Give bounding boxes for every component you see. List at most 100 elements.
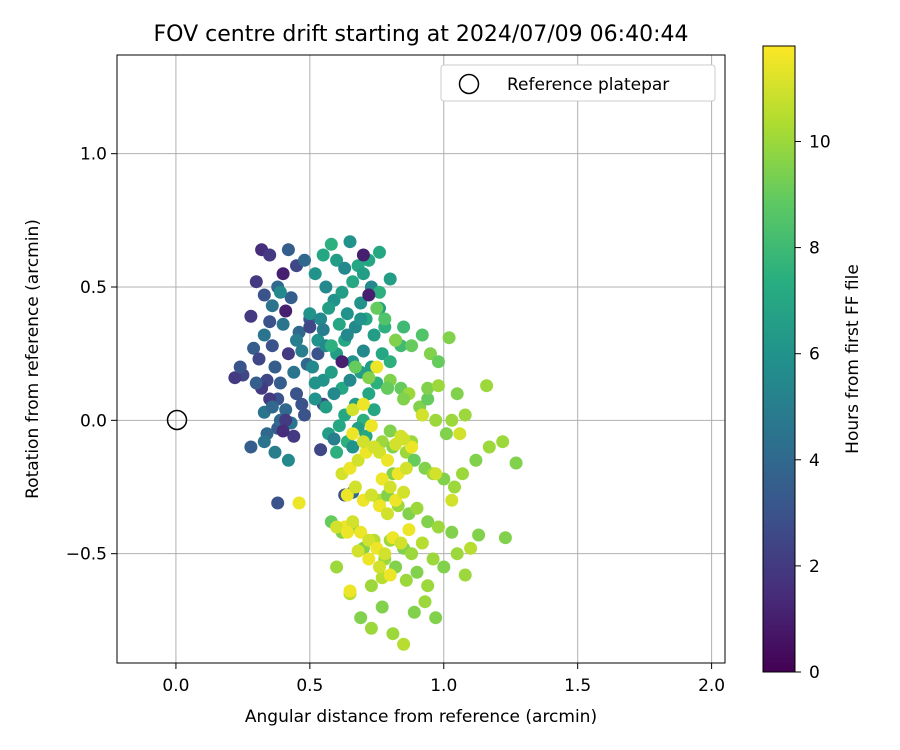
data-point (295, 397, 309, 411)
data-point (437, 560, 451, 574)
data-point (356, 344, 370, 358)
colorbar: 0 2 4 6 8 10 Hours from first FF file (762, 45, 863, 683)
data-point (228, 371, 242, 385)
data-point (338, 261, 352, 275)
data-point (249, 376, 263, 390)
data-point (381, 381, 394, 395)
data-point (450, 387, 464, 401)
data-point (423, 347, 437, 361)
data-point (263, 315, 277, 329)
data-point (469, 453, 483, 467)
data-point (445, 413, 459, 427)
data-point (281, 243, 295, 257)
data-point (298, 253, 311, 267)
data-point (351, 544, 365, 558)
data-point (429, 413, 443, 427)
colorbar-label: Hours from first FF file (843, 264, 863, 454)
data-point (335, 355, 349, 369)
data-point (252, 352, 266, 366)
data-point (292, 496, 306, 510)
x-axis-label: Angular distance from reference (arcmin) (245, 707, 597, 727)
data-point (265, 339, 279, 353)
data-point (330, 520, 344, 534)
x-tick-label: 2.0 (698, 676, 725, 696)
data-point (407, 453, 421, 467)
data-point (346, 515, 360, 529)
data-point (306, 360, 319, 374)
data-point (439, 427, 453, 441)
data-point (383, 424, 397, 438)
data-point (273, 376, 287, 390)
data-point (472, 528, 486, 542)
data-point (375, 472, 389, 486)
legend-label: Reference platepar (507, 75, 669, 95)
x-tick-label: 0.5 (296, 676, 323, 696)
reference-platepar-marker (166, 409, 188, 431)
data-point (298, 408, 311, 422)
y-tick-label: −0.5 (66, 545, 107, 565)
data-point (445, 493, 459, 507)
data-point (373, 245, 386, 259)
data-point (308, 267, 322, 281)
data-point (407, 605, 421, 619)
data-point (386, 627, 400, 641)
data-point (340, 488, 354, 502)
data-point (324, 237, 338, 251)
grid-lines (117, 55, 725, 663)
data-point (397, 485, 411, 499)
data-point (265, 299, 279, 313)
data-point (268, 445, 282, 459)
data-point (458, 568, 472, 582)
data-point (346, 427, 360, 441)
x-tick-label: 0.0 (162, 676, 189, 696)
data-point (375, 600, 389, 614)
data-point (343, 373, 357, 387)
data-point (464, 541, 478, 555)
data-point (448, 480, 461, 494)
data-point (346, 403, 360, 417)
data-point (247, 341, 261, 355)
data-point (431, 355, 445, 369)
data-point (421, 392, 435, 406)
scatter-points (228, 235, 523, 651)
data-point (453, 427, 467, 441)
data-point (445, 525, 459, 539)
data-point (399, 573, 413, 587)
data-point (340, 525, 354, 539)
data-point (327, 387, 341, 401)
data-point (442, 331, 456, 345)
data-point (356, 248, 370, 262)
data-point (335, 285, 349, 299)
data-point (415, 328, 429, 342)
data-point (340, 307, 354, 321)
data-point (308, 392, 322, 406)
data-point (458, 408, 472, 422)
data-point (367, 328, 381, 342)
data-point (287, 365, 301, 379)
data-point (389, 493, 403, 507)
data-point (330, 253, 344, 267)
data-point (319, 280, 333, 294)
data-point (330, 445, 344, 459)
data-point (290, 333, 303, 347)
data-point (383, 355, 397, 369)
colorbar-tick-label: 0 (809, 663, 820, 683)
data-point (268, 360, 282, 374)
data-point (496, 435, 510, 449)
data-point (362, 533, 376, 547)
data-point (364, 419, 378, 433)
colorbar-tick-label: 2 (809, 557, 820, 577)
x-tick-label: 1.0 (430, 676, 457, 696)
data-point (287, 429, 301, 443)
data-point (397, 637, 411, 651)
data-point (249, 275, 263, 289)
data-point (373, 560, 386, 574)
y-axis-label: Rotation from reference (arcmin) (23, 219, 43, 499)
x-axis-ticks: 0.0 0.5 1.0 1.5 2.0 (162, 663, 725, 696)
colorbar-tick-label: 10 (809, 132, 831, 152)
data-point (356, 435, 370, 449)
data-point (311, 347, 325, 361)
data-point (482, 440, 496, 454)
data-point (418, 595, 432, 609)
